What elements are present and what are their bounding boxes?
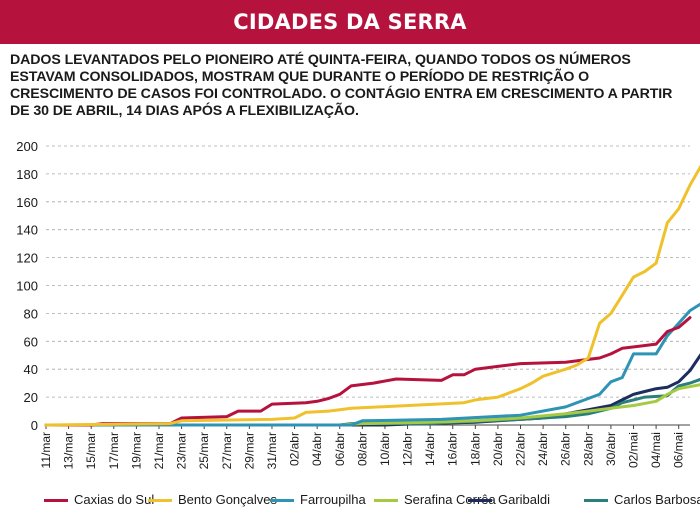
- x-tick-label: 21/mar: [152, 432, 166, 469]
- x-tick-label: 30/abr: [604, 432, 618, 466]
- x-tick-label: 31/mar: [265, 432, 279, 469]
- series-line-garibaldi: [44, 353, 700, 427]
- legend-label: Garibaldi: [498, 492, 551, 507]
- x-tick-label: 19/mar: [129, 432, 143, 469]
- x-tick-label: 08/abr: [355, 432, 369, 466]
- x-tick-label: 27/mar: [220, 432, 234, 469]
- x-tick-label: 25/mar: [197, 432, 211, 469]
- x-tick-label: 13/mar: [62, 432, 76, 469]
- x-tick-label: 17/mar: [107, 432, 121, 469]
- x-tick-label: 02/mai: [627, 432, 641, 468]
- x-tick-label: 28/abr: [581, 432, 595, 466]
- y-tick-label: 120: [16, 251, 38, 266]
- series-line-serafina-correa: [44, 383, 700, 427]
- y-tick-label: 40: [24, 362, 38, 377]
- y-tick-label: 60: [24, 334, 38, 349]
- x-tick-label: 16/abr: [446, 432, 460, 466]
- legend-label: Caxias do Sul: [74, 492, 155, 507]
- chart-subtitle: DADOS LEVANTADOS PELO PIONEIRO ATÉ QUINT…: [10, 52, 673, 119]
- x-tick-label: 10/abr: [378, 432, 392, 466]
- x-tick-label: 29/mar: [242, 432, 256, 469]
- x-tick-label: 24/abr: [536, 432, 550, 466]
- y-tick-label: 200: [16, 139, 38, 154]
- x-tick-label: 23/mar: [175, 432, 189, 469]
- x-tick-label: 18/abr: [468, 432, 482, 466]
- y-tick-label: 0: [31, 418, 38, 433]
- x-tick-label: 26/abr: [559, 432, 573, 466]
- y-tick-label: 160: [16, 195, 38, 210]
- x-tick-label: 02/abr: [288, 432, 302, 466]
- y-tick-label: 180: [16, 167, 38, 182]
- legend-label: Carlos Barbosa: [614, 492, 700, 507]
- series-line-bento-goncalves: [44, 164, 700, 427]
- grid-lines: [46, 145, 690, 398]
- x-tick-label: 20/abr: [491, 432, 505, 466]
- y-tick-label: 20: [24, 390, 38, 405]
- y-tick-label: 100: [16, 279, 38, 294]
- legend-swatch: [270, 499, 294, 502]
- x-tick-label: 06/mai: [672, 432, 686, 468]
- x-tick-label: 06/abr: [333, 432, 347, 466]
- legend-label: Serafina Corrêa: [404, 492, 496, 507]
- x-tick-label: 22/abr: [514, 432, 528, 466]
- chart-title: CIDADES DA SERRA: [0, 0, 700, 44]
- legend-swatch: [44, 499, 68, 502]
- legend-label: Bento Gonçalves: [178, 492, 278, 507]
- legend-swatch: [374, 499, 398, 502]
- x-tick-label: 04/mai: [649, 432, 663, 468]
- legend-swatch: [148, 499, 172, 502]
- x-tick-label: 11/mar: [39, 432, 53, 468]
- y-tick-label: 80: [24, 306, 38, 321]
- x-tick-label: 04/abr: [310, 432, 324, 466]
- legend-label: Farroupilha: [300, 492, 366, 507]
- legend-swatch: [584, 499, 608, 502]
- x-tick-label: 12/abr: [401, 432, 415, 466]
- legend-swatch: [468, 499, 492, 502]
- x-tick-label: 14/abr: [423, 432, 437, 466]
- series-line-carlos-barbosa: [44, 377, 700, 427]
- axes: 0 20 40 60 80 100 120 140 160 180 200 11/mar 13/mar 1…: [16, 139, 690, 469]
- y-tick-label: 140: [16, 223, 38, 238]
- series-line-caxias-do-sul: [44, 316, 692, 427]
- x-tick-label: 15/mar: [84, 432, 98, 469]
- series-lines: [44, 164, 700, 427]
